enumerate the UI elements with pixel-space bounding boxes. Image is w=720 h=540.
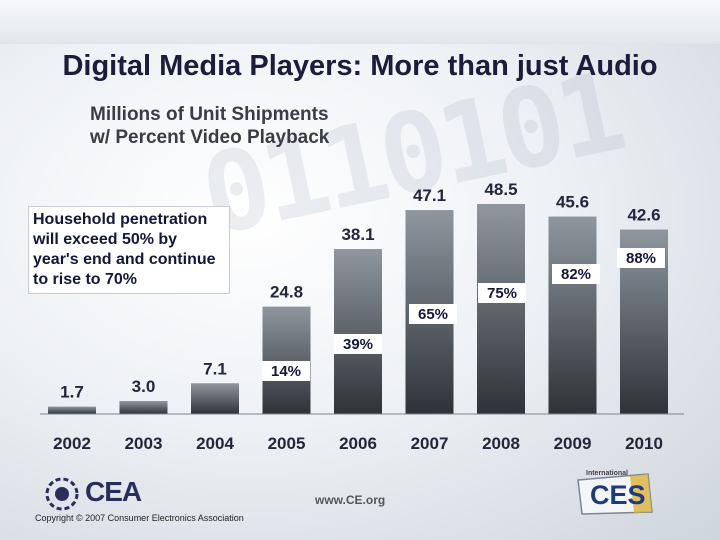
value-label-2007: 47.1 (413, 186, 446, 205)
cea-logo-icon (45, 477, 79, 511)
tick-label-2004: 2004 (196, 434, 234, 453)
percent-label-bg-2009 (552, 264, 600, 284)
ces-logo-text: CES (590, 480, 646, 510)
value-label-2009: 45.6 (556, 193, 589, 212)
bar-2002 (48, 406, 96, 414)
bar-2006 (334, 249, 382, 414)
value-label-2004: 7.1 (203, 359, 227, 378)
percent-label-bg-2005 (262, 361, 310, 381)
percent-label-2006: 39% (343, 336, 373, 353)
tick-label-2003: 2003 (125, 434, 163, 453)
percent-label-bg-2010 (617, 248, 665, 268)
cea-logo-text: CEA (85, 476, 142, 507)
subtitle-line-1: Millions of Unit Shipments (90, 104, 329, 125)
subtitle-line-2: w/ Percent Video Playback (90, 127, 330, 148)
value-label-2003: 3.0 (132, 377, 156, 396)
percent-label-bg-2006 (334, 334, 382, 354)
bar-2003 (119, 401, 168, 414)
value-label-2002: 1.7 (60, 383, 84, 402)
percent-label-2010: 88% (626, 250, 656, 267)
bar-2004 (191, 383, 239, 414)
tick-label-2002: 2002 (53, 434, 91, 453)
top-band (0, 0, 720, 44)
penetration-note: Household penetration will exceed 50% by… (28, 206, 230, 294)
value-label-2006: 38.1 (341, 225, 374, 244)
tick-label-2006: 2006 (339, 434, 377, 453)
bar-2008 (477, 204, 525, 414)
slide-title: Digital Media Players: More than just Au… (62, 50, 658, 82)
percent-label-2005: 14% (271, 363, 301, 380)
chart-subtitle: Millions of Unit Shipments w/ Percent Vi… (90, 103, 329, 149)
ces-logo-icon (577, 473, 653, 515)
copyright-text: Copyright © 2007 Consumer Electronics As… (35, 513, 244, 523)
percent-label-2009: 82% (561, 266, 591, 283)
ces-logo-sup: International (586, 470, 629, 477)
tick-label-2009: 2009 (554, 434, 592, 453)
tick-label-2008: 2008 (482, 434, 520, 453)
percent-label-bg-2007 (409, 304, 457, 324)
percent-label-2008: 75% (487, 285, 517, 302)
value-label-2005: 24.8 (270, 283, 303, 302)
website-url: www.CE.org (315, 493, 386, 507)
percent-label-bg-2008 (478, 283, 526, 303)
bar-2005 (262, 306, 311, 414)
tick-label-2010: 2010 (625, 434, 663, 453)
percent-label-2007: 65% (418, 306, 448, 323)
tick-label-2005: 2005 (268, 434, 306, 453)
value-label-2010: 42.6 (627, 206, 660, 225)
bar-2009 (548, 216, 597, 414)
tick-label-2007: 2007 (411, 434, 449, 453)
value-label-2008: 48.5 (484, 180, 517, 199)
